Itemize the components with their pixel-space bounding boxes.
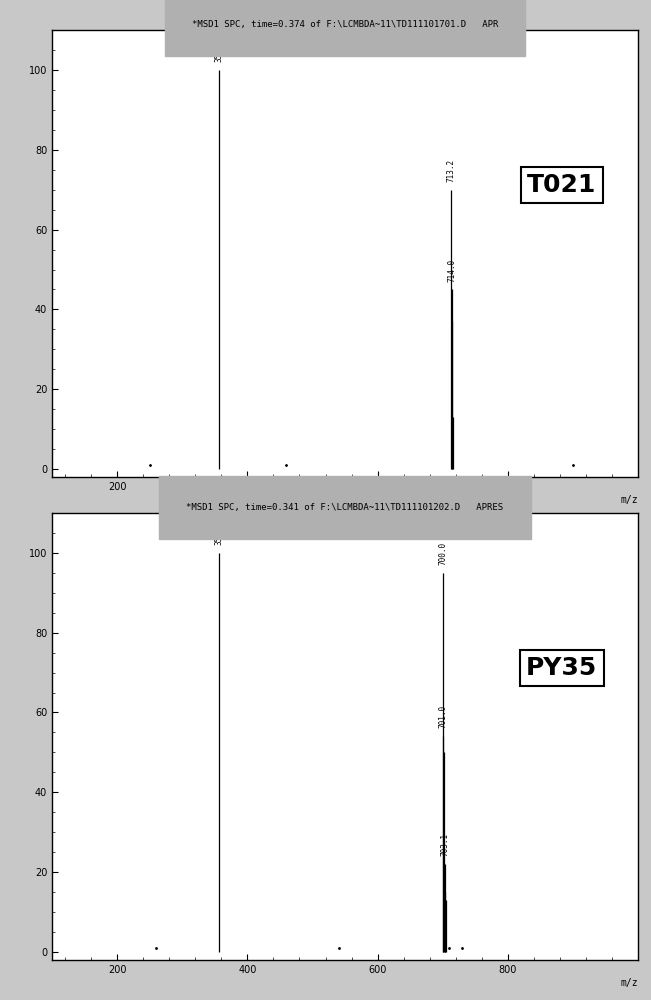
Text: Max: 1.27151e+005: Max: 1.27151e+005 xyxy=(386,526,486,536)
Text: T021: T021 xyxy=(527,173,596,197)
Text: 701.0: 701.0 xyxy=(439,705,448,728)
Text: 703.1: 703.1 xyxy=(440,833,449,856)
Text: 714.0: 714.0 xyxy=(447,258,456,282)
Title: *MSD1 SPC, time=0.374 of F:\LCMBDA~11\TD111101701.D   APR: *MSD1 SPC, time=0.374 of F:\LCMBDA~11\TD… xyxy=(192,20,498,29)
Text: PY35: PY35 xyxy=(526,656,598,680)
Text: 700.0: 700.0 xyxy=(438,542,447,565)
Title: *MSD1 SPC, time=0.341 of F:\LCMBDA~11\TD111101202.D   APRES: *MSD1 SPC, time=0.341 of F:\LCMBDA~11\TD… xyxy=(186,503,504,512)
Text: 357.1: 357.1 xyxy=(215,39,224,62)
Text: m/z: m/z xyxy=(620,978,638,988)
Text: 357.1: 357.1 xyxy=(215,522,224,545)
Text: 713.2: 713.2 xyxy=(447,159,456,182)
Text: m/z: m/z xyxy=(620,495,638,505)
Text: Max: 2.02394e+005: Max: 2.02394e+005 xyxy=(386,43,486,53)
